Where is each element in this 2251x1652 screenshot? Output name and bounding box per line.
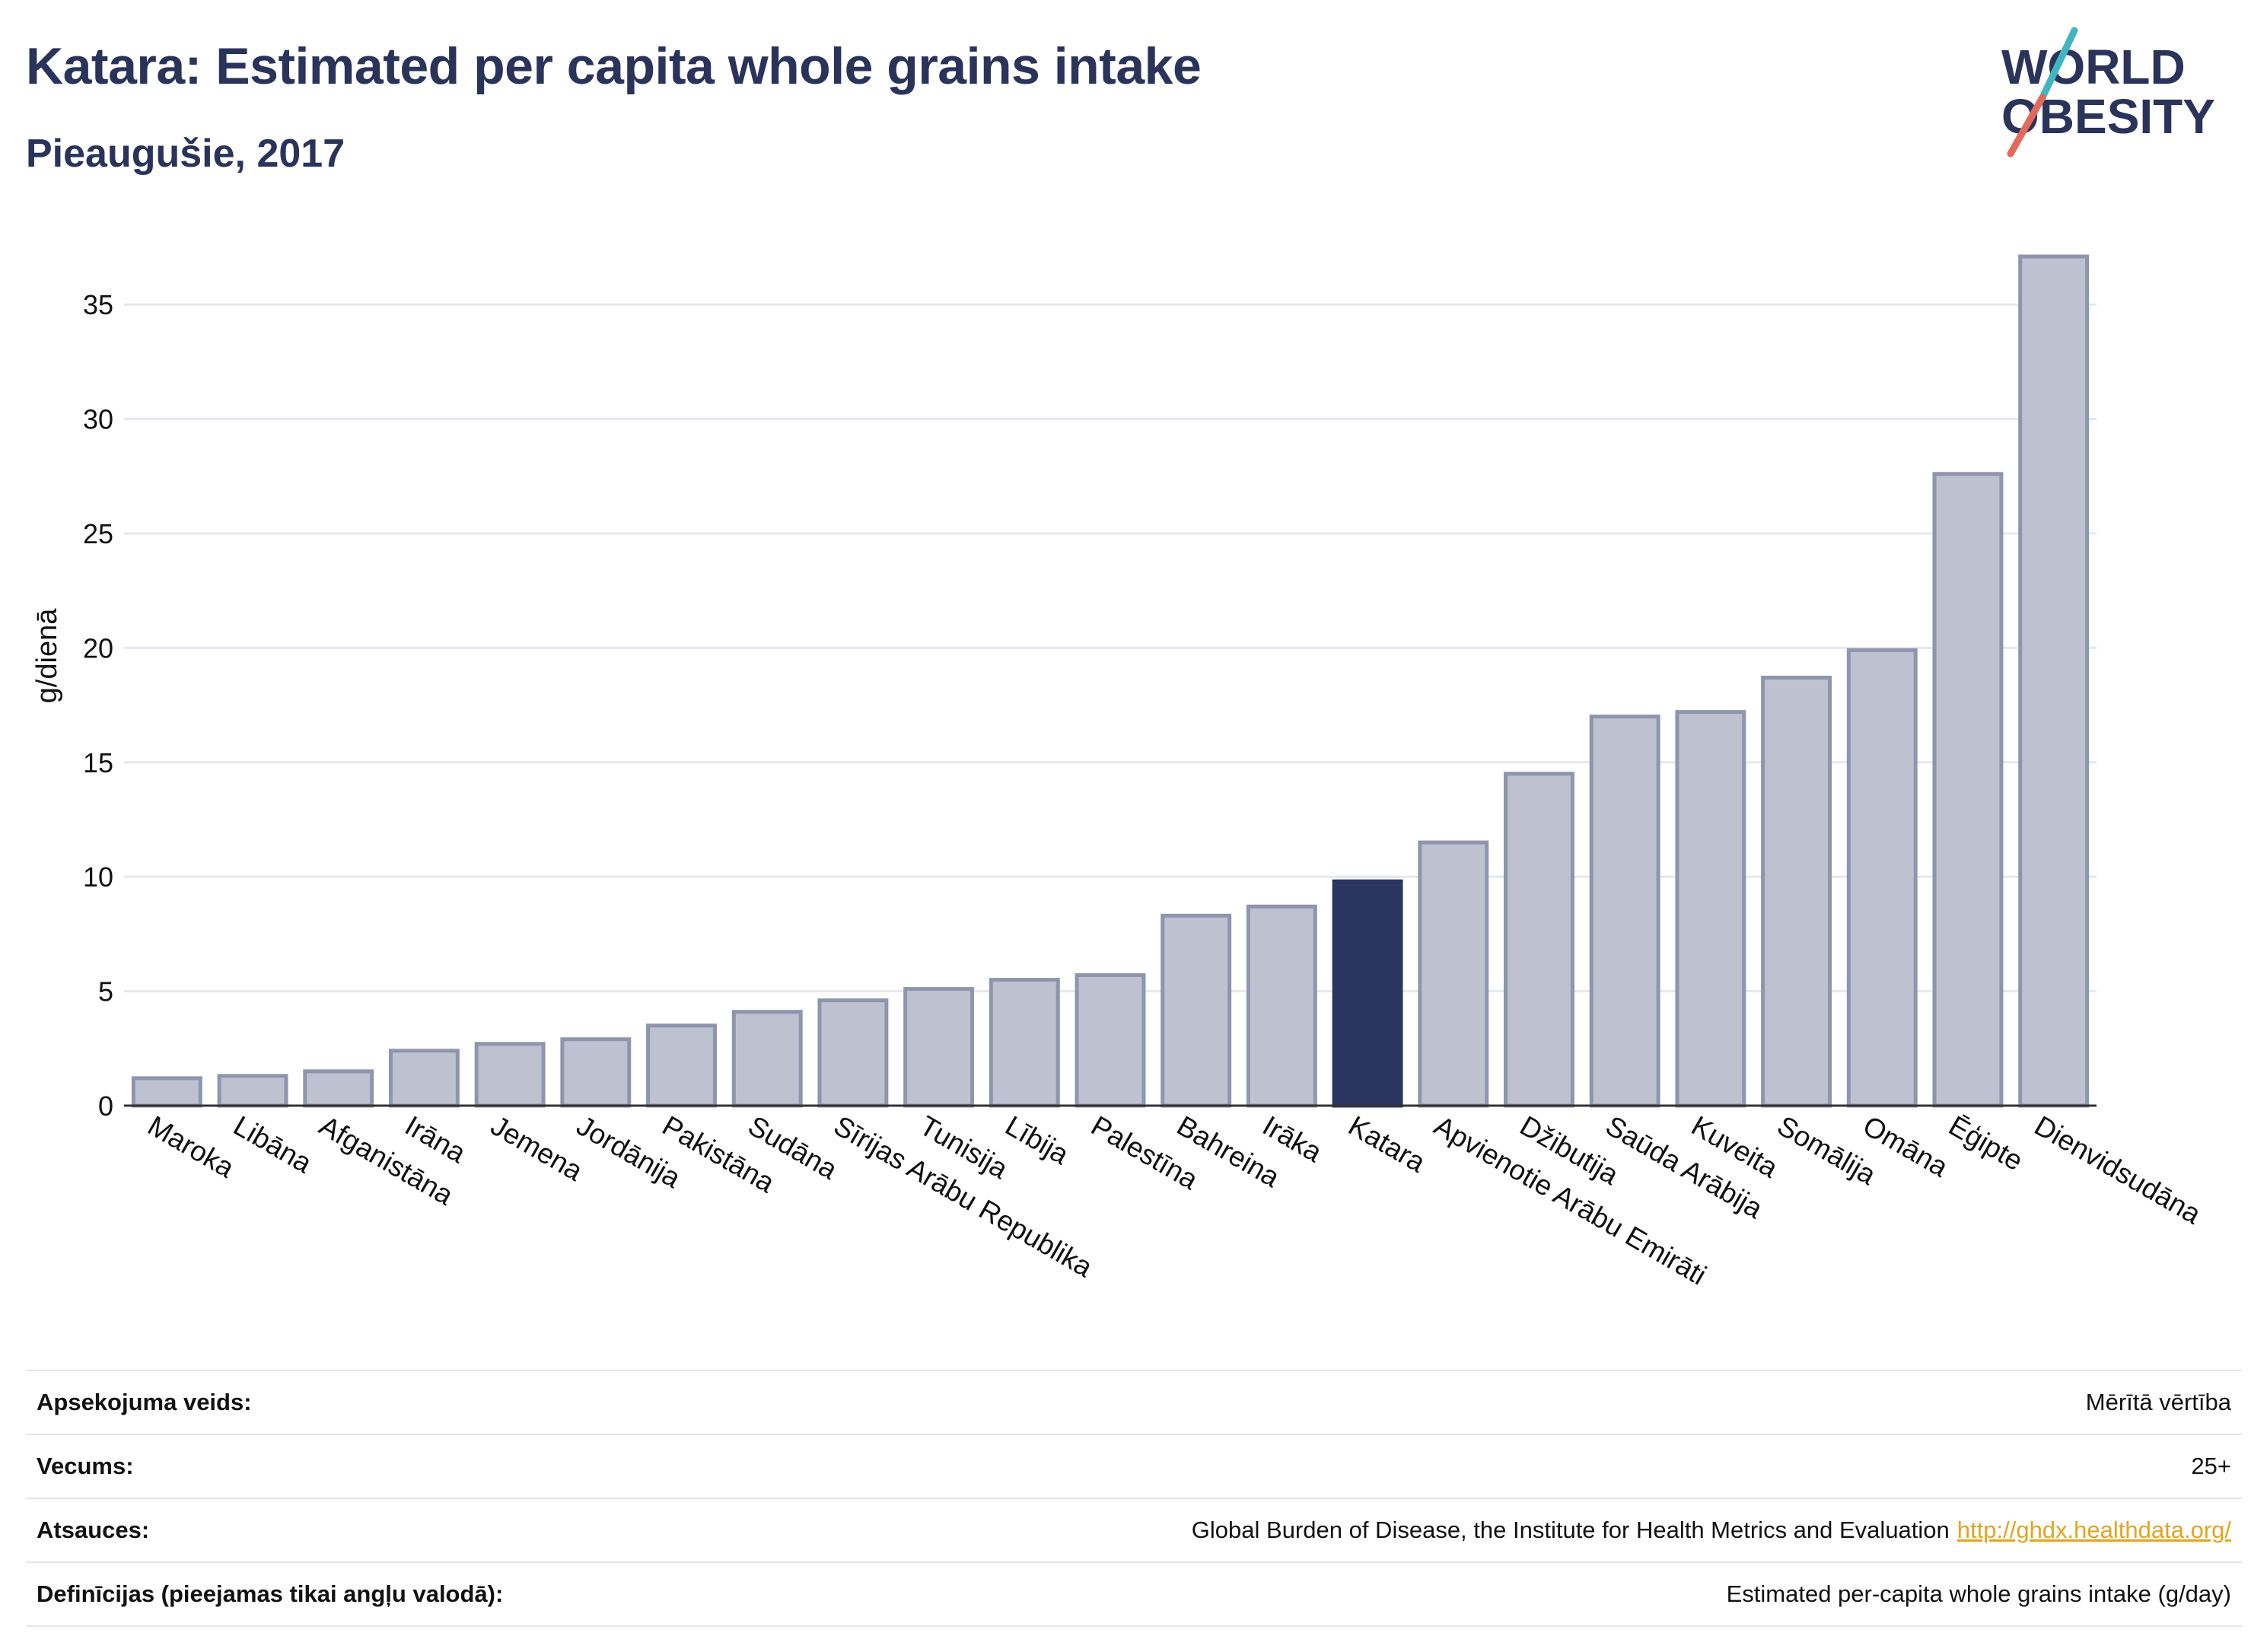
meta-label: Apsekojuma veids: (37, 1389, 252, 1415)
bar-16[interactable] (1504, 772, 1574, 1108)
reference-source: Global Burden of Disease, the Institute … (1191, 1517, 1950, 1543)
y-tick-labels: 0 5 10 15 20 25 30 35 (83, 289, 113, 1122)
y-tick-label: 0 (98, 1090, 113, 1122)
logo-slash-teal (2039, 27, 2078, 101)
meta-row-age: Vecums: 25+ (26, 1435, 2242, 1499)
y-tick-label: 20 (83, 632, 113, 664)
x-category-label: Somālija (1772, 1109, 1882, 1191)
x-category-label: Jemena (486, 1109, 588, 1187)
bar-5[interactable] (560, 1037, 632, 1108)
bar-21[interactable] (1932, 472, 2004, 1108)
meta-row-survey-type: Apsekojuma veids: Mērītā vērtība (26, 1371, 2242, 1435)
chart-subtitle: Pieaugušie, 2017 (26, 132, 345, 176)
x-category-label: Katara (1343, 1109, 1431, 1178)
bar-20[interactable] (1846, 648, 1918, 1108)
chart-title: Katara: Estimated per capita whole grain… (26, 37, 1202, 95)
bar-1[interactable] (217, 1074, 288, 1108)
meta-value-references: Global Burden of Disease, the Institute … (1192, 1517, 2231, 1544)
bar-3[interactable] (388, 1049, 460, 1108)
y-tick-label: 25 (83, 518, 113, 549)
meta-row-references: Atsauces: Global Burden of Disease, the … (26, 1499, 2242, 1563)
bar-10[interactable] (989, 978, 1060, 1108)
meta-value: Estimated per-capita whole grains intake… (1726, 1580, 2231, 1607)
x-category-label: Libāna (228, 1109, 317, 1179)
y-tick-label: 30 (83, 404, 113, 435)
world-obesity-logo: WORLD OBESITY (2001, 27, 2215, 158)
bar-19[interactable] (1761, 676, 1832, 1108)
bar-0[interactable] (131, 1076, 202, 1108)
logo-slash-red (2007, 94, 2046, 158)
bar-7[interactable] (731, 1010, 803, 1108)
y-tick-label: 15 (83, 747, 113, 778)
x-category-label: Maroka (142, 1109, 240, 1183)
bar-13[interactable] (1246, 904, 1317, 1108)
logo-line2: OBESITY (2001, 89, 2215, 144)
bar-17[interactable] (1589, 715, 1660, 1108)
meta-value: Mērītā vērtība (2085, 1389, 2231, 1415)
metadata-table: Apsekojuma veids: Mērītā vērtība Vecums:… (26, 1370, 2242, 1627)
bar-14[interactable] (1332, 879, 1403, 1108)
logo-line1: WORLD (2001, 40, 2186, 94)
meta-row-definitions: Definīcijas (pieejamas tikai angļu valod… (26, 1563, 2242, 1627)
y-tick-label: 5 (98, 976, 113, 1007)
bar-22[interactable] (2018, 254, 2090, 1108)
bar-2[interactable] (303, 1069, 374, 1108)
bar-8[interactable] (817, 998, 889, 1108)
meta-label: Vecums: (37, 1453, 134, 1479)
x-category-label: Dienvidsudāna (2030, 1109, 2207, 1230)
meta-label: Atsauces: (37, 1517, 150, 1543)
bar-9[interactable] (903, 987, 975, 1108)
y-tick-label: 35 (83, 289, 113, 320)
x-category-label: Ēģipte (1944, 1109, 2028, 1176)
y-tick-label: 10 (83, 861, 113, 893)
meta-label: Definīcijas (pieejamas tikai angļu valod… (37, 1580, 504, 1607)
bar-4[interactable] (474, 1042, 546, 1108)
meta-value: 25+ (2191, 1453, 2231, 1479)
bar-18[interactable] (1675, 710, 1746, 1108)
bar-chart: 0 5 10 15 20 25 30 35 MarokaLibānaAfganistānaIr… (31, 254, 2207, 1291)
bar-12[interactable] (1161, 913, 1232, 1108)
bars (131, 254, 2090, 1108)
x-category-label: Lībija (1000, 1109, 1074, 1170)
bar-15[interactable] (1418, 840, 1489, 1108)
y-axis-label: g/dienā (31, 608, 63, 704)
bar-11[interactable] (1075, 973, 1146, 1108)
reference-link[interactable]: http://ghdx.healthdata.org/ (1956, 1517, 2231, 1543)
bar-6[interactable] (646, 1023, 717, 1108)
